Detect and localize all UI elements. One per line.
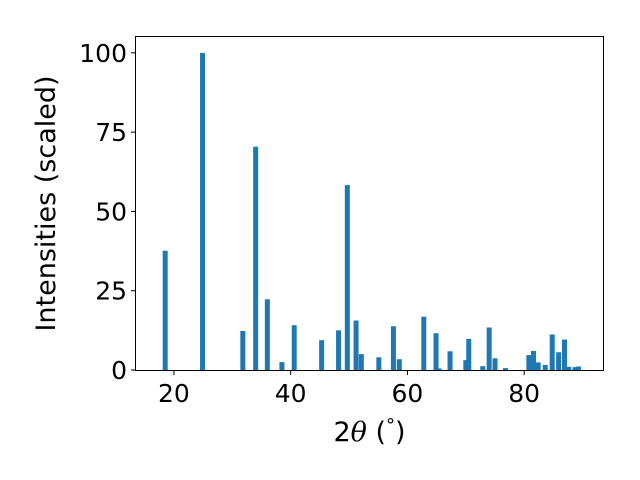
bar bbox=[463, 360, 469, 370]
bar bbox=[542, 364, 548, 370]
bar bbox=[162, 250, 168, 370]
bar bbox=[390, 326, 396, 370]
bar bbox=[253, 146, 259, 370]
bar bbox=[319, 340, 325, 370]
bar bbox=[566, 366, 572, 370]
x-axis-title-symbol: θ bbox=[351, 417, 367, 448]
bar bbox=[549, 334, 555, 370]
y-tick-label: 100 bbox=[79, 39, 127, 68]
y-axis-ticks: 0 25 50 75 100 bbox=[79, 39, 136, 385]
y-tick-label: 25 bbox=[95, 277, 127, 306]
x-tick-label: 60 bbox=[392, 379, 424, 408]
plot-frame bbox=[135, 36, 604, 371]
x-axis-title: 2θ (°) bbox=[333, 415, 405, 449]
bar bbox=[531, 350, 537, 370]
x-axis-title-part: 2 bbox=[333, 417, 350, 448]
x-tick-label: 40 bbox=[275, 379, 307, 408]
bar bbox=[556, 352, 562, 370]
bar bbox=[336, 330, 342, 370]
bar bbox=[240, 330, 246, 370]
bar bbox=[466, 338, 472, 370]
bar bbox=[358, 354, 364, 370]
bar bbox=[421, 316, 427, 370]
bar-series bbox=[162, 52, 581, 371]
bar bbox=[436, 368, 442, 370]
bar bbox=[503, 368, 509, 370]
x-tick-label: 20 bbox=[158, 379, 190, 408]
bar bbox=[396, 359, 402, 370]
y-tick-label: 75 bbox=[95, 118, 127, 147]
x-axis-title-part: ) bbox=[395, 417, 406, 448]
bar bbox=[535, 362, 541, 370]
bar bbox=[353, 320, 359, 370]
x-tick-label: 80 bbox=[508, 379, 540, 408]
y-axis-title: Intensities (scaled) bbox=[31, 75, 62, 331]
bar bbox=[492, 358, 498, 370]
bar bbox=[447, 351, 453, 370]
bar bbox=[572, 367, 578, 370]
bar bbox=[291, 325, 297, 370]
y-tick-label: 0 bbox=[111, 356, 127, 385]
x-axis-title-part: ( bbox=[367, 417, 386, 448]
x-axis-ticks: 20 40 60 80 bbox=[158, 370, 540, 408]
bar bbox=[561, 339, 567, 370]
bar bbox=[376, 357, 382, 370]
bar bbox=[526, 355, 532, 370]
bar bbox=[279, 362, 285, 370]
bar bbox=[433, 333, 439, 370]
x-axis-title-unit: ° bbox=[386, 415, 395, 436]
bar bbox=[200, 52, 206, 371]
bar bbox=[575, 366, 581, 370]
bar bbox=[264, 299, 270, 370]
y-tick-label: 50 bbox=[95, 197, 127, 226]
bar bbox=[480, 366, 486, 370]
bar bbox=[486, 327, 492, 370]
bar bbox=[344, 185, 350, 370]
